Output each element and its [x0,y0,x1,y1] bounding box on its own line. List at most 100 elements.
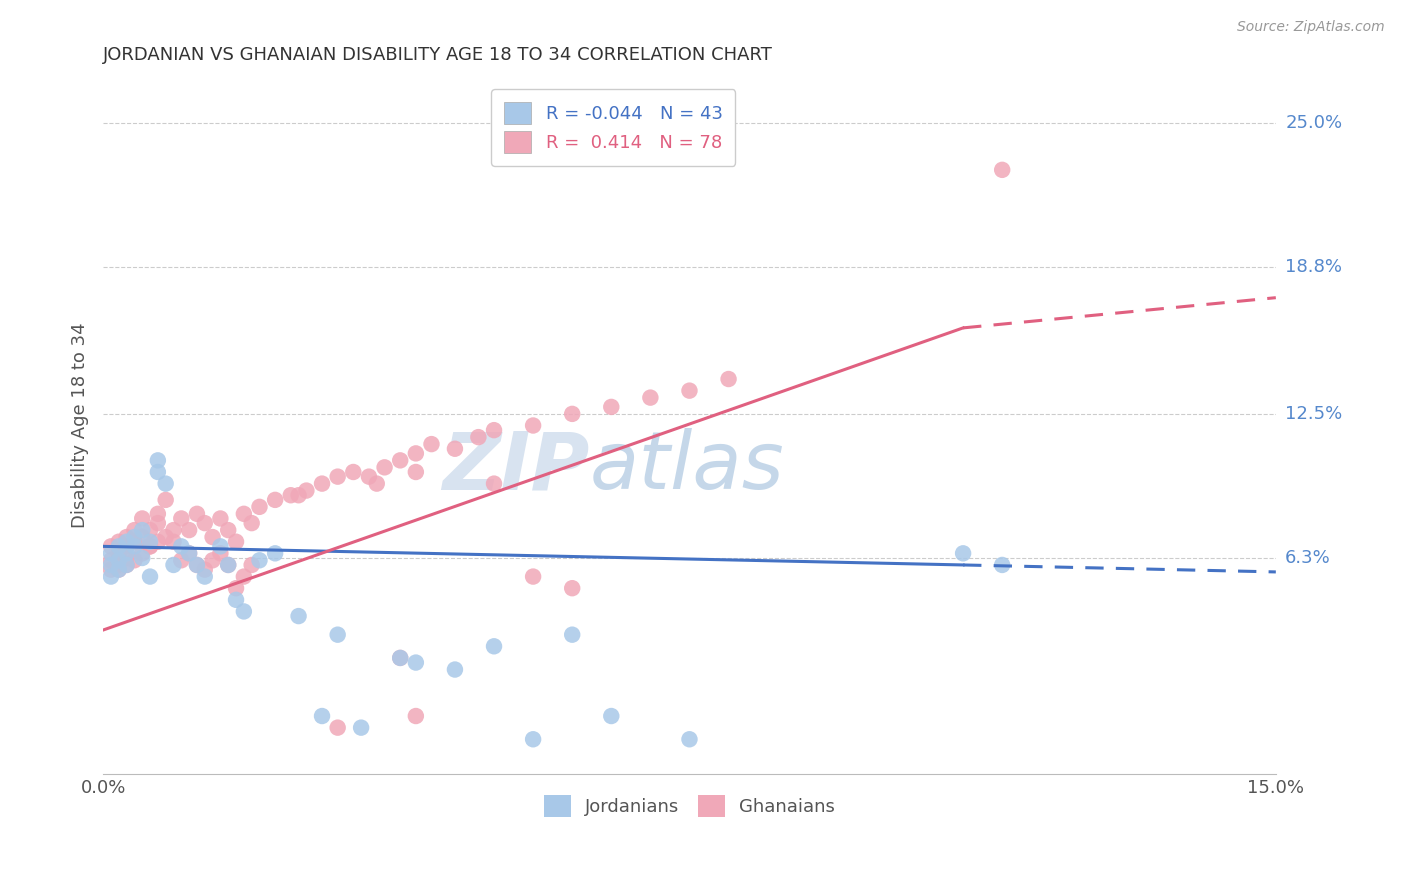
Point [522,569,544,583]
Point [124,523,146,537]
Point [186,507,208,521]
Point [115,540,138,554]
Point [522,732,544,747]
Point [357,469,380,483]
Point [389,651,412,665]
Point [482,640,505,654]
Point [232,507,254,521]
Point [100,546,122,560]
Point [678,384,700,398]
Point [249,500,271,514]
Point [124,540,146,554]
Point [124,553,146,567]
Point [115,558,138,572]
Text: 25.0%: 25.0% [1285,114,1343,132]
Point [209,511,232,525]
Point [366,476,388,491]
Point [146,453,169,467]
Point [311,709,333,723]
Point [179,546,201,560]
Point [131,551,153,566]
Point [326,721,349,735]
Point [100,563,122,577]
Point [194,563,217,577]
Point [194,569,217,583]
Point [170,540,193,554]
Point [131,546,153,560]
Y-axis label: Disability Age 18 to 34: Disability Age 18 to 34 [72,323,89,528]
Point [561,581,583,595]
Point [311,476,333,491]
Point [952,546,974,560]
Point [264,546,287,560]
Point [444,442,467,456]
Point [107,534,129,549]
Point [155,492,177,507]
Point [326,469,349,483]
Point [139,523,162,537]
Point [561,628,583,642]
Point [209,540,232,554]
Point [100,569,122,583]
Point [600,400,623,414]
Point [444,663,467,677]
Point [522,418,544,433]
Point [194,516,217,530]
Point [124,530,146,544]
Point [342,465,364,479]
Point [139,540,162,554]
Point [186,558,208,572]
Point [209,546,232,560]
Point [170,511,193,525]
Point [170,553,193,567]
Point [467,430,489,444]
Point [124,534,146,549]
Point [225,581,247,595]
Text: 12.5%: 12.5% [1285,405,1343,423]
Point [139,534,162,549]
Point [131,523,153,537]
Point [405,446,427,460]
Point [405,709,427,723]
Point [389,453,412,467]
Text: JORDANIAN VS GHANAIAN DISABILITY AGE 18 TO 34 CORRELATION CHART: JORDANIAN VS GHANAIAN DISABILITY AGE 18 … [103,46,773,64]
Point [179,523,201,537]
Point [232,604,254,618]
Point [405,656,427,670]
Point [131,530,153,544]
Point [717,372,740,386]
Point [280,488,302,502]
Point [115,551,138,566]
Point [201,530,224,544]
Point [389,651,412,665]
Point [287,609,309,624]
Point [482,476,505,491]
Text: atlas: atlas [589,428,785,507]
Point [139,569,162,583]
Point [201,553,224,567]
Point [115,534,138,549]
Point [295,483,318,498]
Point [107,540,129,554]
Point [561,407,583,421]
Text: Source: ZipAtlas.com: Source: ZipAtlas.com [1237,20,1385,34]
Point [155,530,177,544]
Point [264,492,287,507]
Point [115,558,138,572]
Point [350,721,373,735]
Point [131,511,153,525]
Point [186,558,208,572]
Point [100,540,122,554]
Point [600,709,623,723]
Point [326,628,349,642]
Point [232,569,254,583]
Point [991,558,1014,572]
Point [240,558,263,572]
Point [162,523,184,537]
Point [107,563,129,577]
Point [162,558,184,572]
Text: ZIP: ZIP [443,428,589,507]
Point [249,553,271,567]
Point [405,465,427,479]
Text: 6.3%: 6.3% [1285,549,1331,567]
